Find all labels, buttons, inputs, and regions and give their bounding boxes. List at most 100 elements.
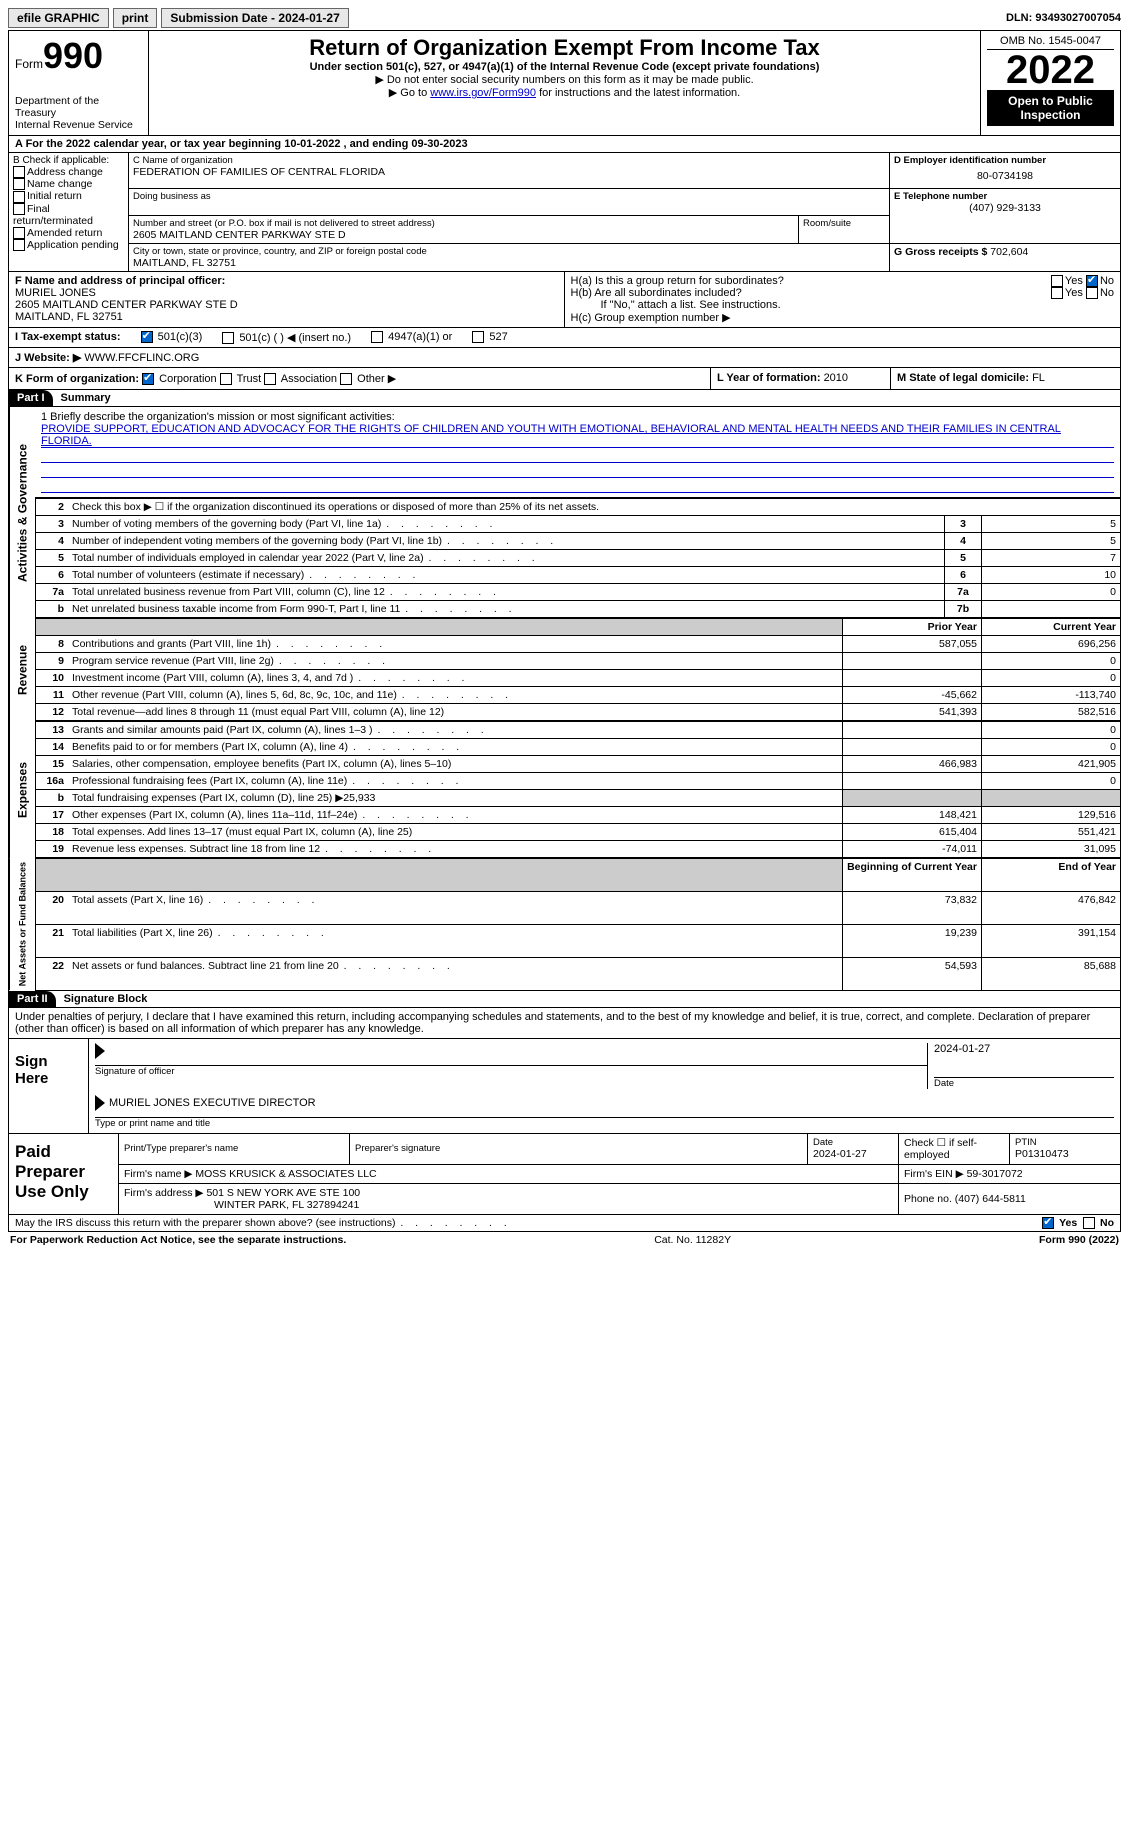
part2-header: Part II Signature Block	[8, 991, 1121, 1008]
chk-association[interactable]	[264, 373, 276, 385]
chk-501c3[interactable]	[141, 331, 153, 343]
section-net-assets: Net Assets or Fund Balances Beginning of…	[8, 858, 1121, 990]
box-e: E Telephone number (407) 929-3133	[890, 189, 1120, 216]
chk-hb-no[interactable]	[1086, 287, 1098, 299]
section-activities: Activities & Governance 1 Briefly descri…	[8, 407, 1121, 618]
rev-hdr-curr: Current Year	[982, 619, 1121, 636]
h-a-label: H(a) Is this a group return for subordin…	[571, 275, 1051, 287]
section-revenue: Revenue Prior YearCurrent Year 8Contribu…	[8, 618, 1121, 721]
s-r4-d: Total unrelated business revenue from Pa…	[68, 584, 945, 601]
street-label: Number and street (or P.O. box if mail i…	[133, 218, 794, 229]
opt-association: Association	[281, 373, 337, 385]
expenses-table: 13Grants and similar amounts paid (Part …	[35, 721, 1121, 858]
opt-501c: 501(c) ( ) ◀ (insert no.)	[239, 332, 351, 344]
net-hdr-beg: Beginning of Current Year	[843, 859, 982, 892]
rev-r0-c: 696,256	[982, 636, 1121, 653]
chk-ha-no[interactable]	[1086, 275, 1098, 287]
chk-initial-return[interactable]	[13, 191, 25, 203]
box-e-spacer	[890, 216, 1120, 244]
open-public-badge: Open to Public Inspection	[987, 90, 1114, 126]
chk-hb-yes[interactable]	[1051, 287, 1063, 299]
s-r4-v: 0	[982, 584, 1121, 601]
exp-r3-n: 16a	[36, 773, 69, 790]
chk-amended-return[interactable]	[13, 227, 25, 239]
box-b-label: B Check if applicable:	[13, 155, 124, 166]
opt-address-change: Address change	[27, 166, 103, 178]
chk-trust[interactable]	[220, 373, 232, 385]
exp-r1-p	[843, 739, 982, 756]
s-r4-b: 7a	[945, 584, 982, 601]
org-name-label: C Name of organization	[133, 155, 885, 166]
box-f: F Name and address of principal officer:…	[9, 272, 565, 327]
rev-r2-n: 10	[36, 670, 69, 687]
part1-title: Summary	[53, 390, 119, 406]
form-word: Form	[15, 57, 43, 71]
net-r1-c: 391,154	[982, 924, 1121, 957]
box-c-city: City or town, state or province, country…	[129, 244, 890, 272]
chk-4947[interactable]	[371, 331, 383, 343]
prep-name-label: Print/Type preparer's name	[124, 1143, 344, 1154]
chk-501c[interactable]	[222, 332, 234, 344]
rev-r4-d: Total revenue—add lines 8 through 11 (mu…	[68, 704, 843, 721]
irs-link[interactable]: www.irs.gov/Form990	[430, 87, 536, 99]
chk-ha-yes[interactable]	[1051, 275, 1063, 287]
rev-r0-d: Contributions and grants (Part VIII, lin…	[68, 636, 843, 653]
rev-hdr-prior: Prior Year	[843, 619, 982, 636]
chk-discuss-yes[interactable]	[1042, 1217, 1054, 1229]
state-domicile-value: FL	[1032, 372, 1045, 384]
firm-ein-label: Firm's EIN ▶	[904, 1168, 967, 1180]
mission-label: 1 Briefly describe the organization's mi…	[41, 411, 1114, 423]
h-c-label: H(c) Group exemption number ▶	[571, 311, 1115, 324]
opt-trust: Trust	[237, 373, 262, 385]
phone-label: E Telephone number	[894, 191, 1116, 202]
net-r2-c: 85,688	[982, 957, 1121, 990]
discuss-no: No	[1100, 1217, 1114, 1229]
chk-final-return[interactable]	[13, 203, 25, 215]
s-r3-v: 10	[982, 567, 1121, 584]
exp-r7-c: 31,095	[982, 841, 1121, 858]
exp-r4-d: Total fundraising expenses (Part IX, col…	[68, 790, 843, 807]
officer-addr1: 2605 MAITLAND CENTER PARKWAY STE D	[15, 299, 558, 311]
paperwork-notice: For Paperwork Reduction Act Notice, see …	[10, 1234, 346, 1246]
discuss-yes: Yes	[1059, 1217, 1077, 1229]
vlabel-expenses: Expenses	[9, 721, 35, 858]
city-value: MAITLAND, FL 32751	[133, 257, 885, 269]
sig-date: 2024-01-27	[934, 1043, 1114, 1055]
website-label: J Website: ▶	[15, 352, 84, 364]
firm-ein: 59-3017072	[967, 1168, 1023, 1180]
box-c-name: C Name of organization FEDERATION OF FAM…	[129, 153, 890, 189]
prep-date-label: Date	[813, 1137, 893, 1148]
box-d: D Employer identification number 80-0734…	[890, 153, 1120, 189]
rev-r3-p: -45,662	[843, 687, 982, 704]
dln: DLN: 93493027007054	[1006, 12, 1121, 24]
exp-r5-d: Other expenses (Part IX, column (A), lin…	[68, 807, 843, 824]
hb-no: No	[1100, 287, 1114, 299]
h-b-note: If "No," attach a list. See instructions…	[571, 299, 1115, 311]
chk-other[interactable]	[340, 373, 352, 385]
irs-label: Internal Revenue Service	[15, 119, 142, 131]
rowA-label-a: A For the 2022 calendar year, or tax yea…	[15, 138, 284, 150]
chk-corporation[interactable]	[142, 373, 154, 385]
chk-name-change[interactable]	[13, 178, 25, 190]
print-button[interactable]: print	[113, 8, 158, 28]
chk-discuss-no[interactable]	[1083, 1217, 1095, 1229]
chk-527[interactable]	[472, 331, 484, 343]
efile-button[interactable]: efile GRAPHIC	[8, 8, 109, 28]
opt-name-change: Name change	[27, 178, 92, 190]
net-r0-c: 476,842	[982, 892, 1121, 925]
part1-header: Part I Summary	[8, 390, 1121, 407]
exp-r0-c: 0	[982, 722, 1121, 739]
arrow-icon	[389, 87, 401, 99]
chk-address-change[interactable]	[13, 166, 25, 178]
part1-badge: Part I	[9, 390, 53, 406]
s-r2-n: 5	[36, 550, 69, 567]
gross-receipts-label: G Gross receipts $	[894, 246, 990, 258]
firm-phone-label: Phone no.	[904, 1193, 955, 1205]
rev-r3-d: Other revenue (Part VIII, column (A), li…	[68, 687, 843, 704]
exp-r6-n: 18	[36, 824, 69, 841]
row-a-calendar-year: A For the 2022 calendar year, or tax yea…	[8, 136, 1121, 153]
s-r1-d: Number of independent voting members of …	[68, 533, 945, 550]
year-begin: 10-01-2022	[284, 138, 340, 150]
phone-value: (407) 929-3133	[894, 202, 1116, 214]
chk-application-pending[interactable]	[13, 239, 25, 251]
